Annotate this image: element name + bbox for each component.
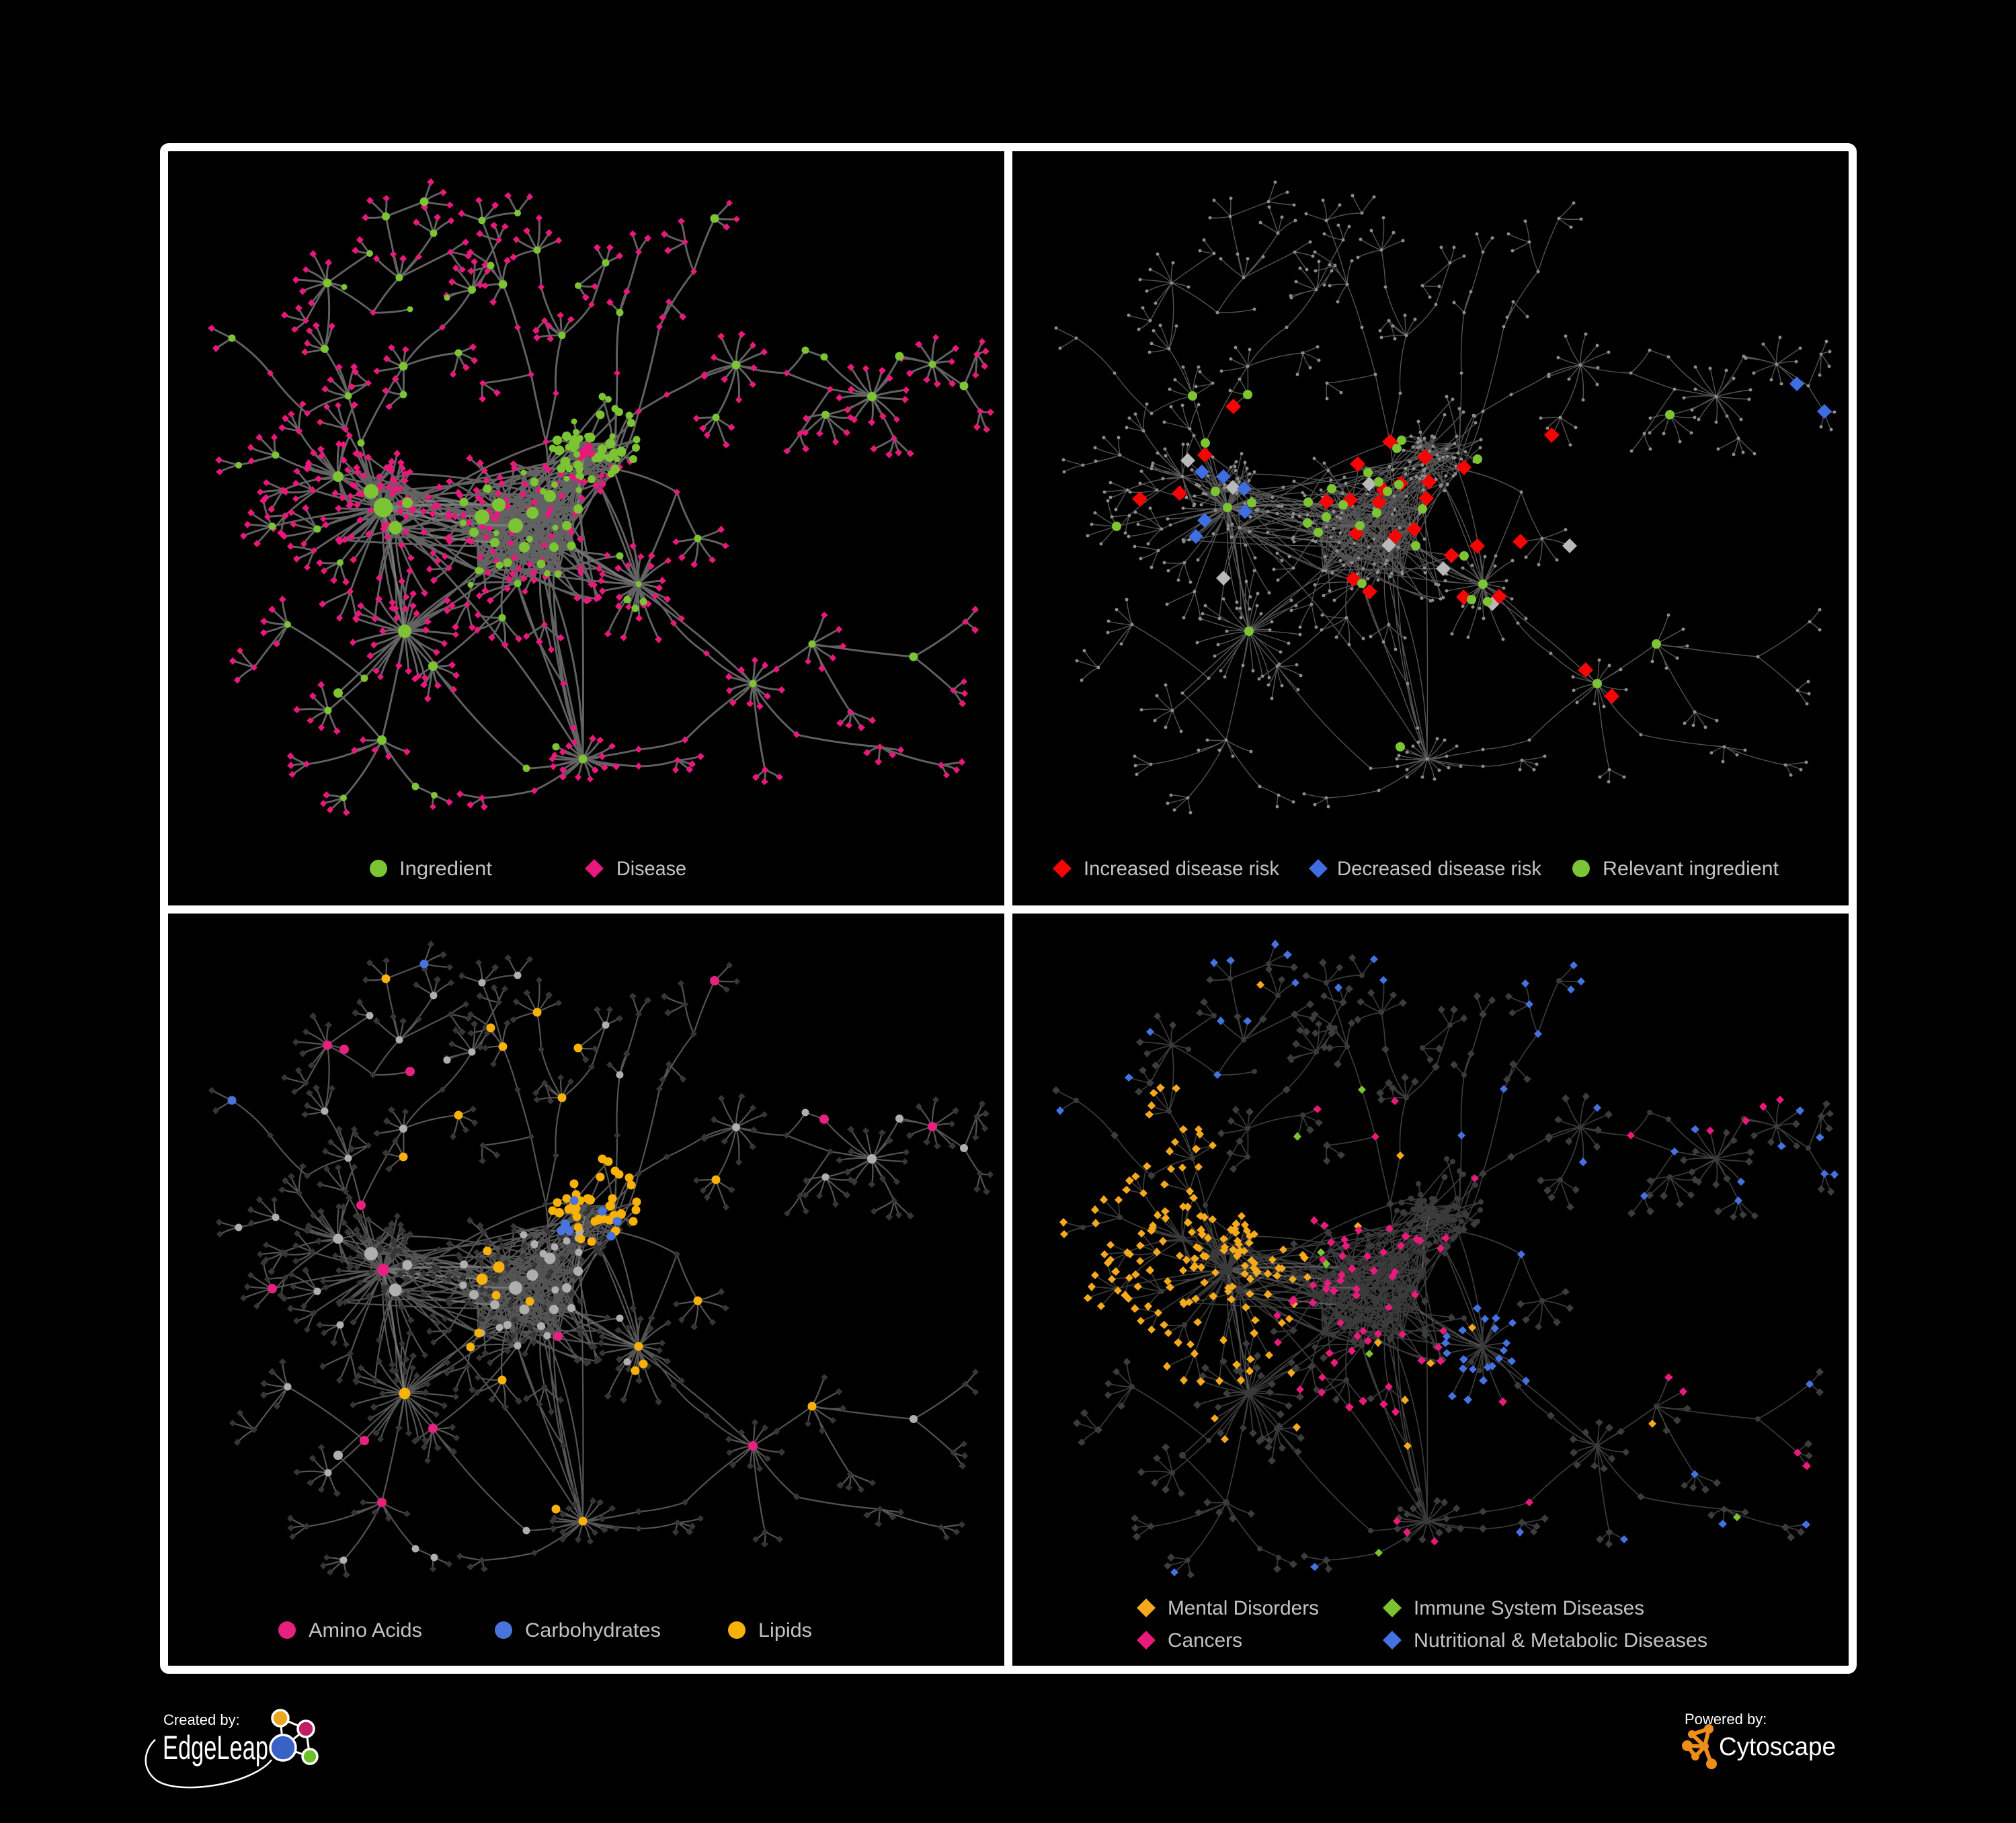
svg-text:Disease: Disease [616, 858, 686, 880]
svg-text:Immune System Diseases: Immune System Diseases [1414, 1597, 1644, 1619]
svg-text:Created by:: Created by: [163, 1711, 240, 1728]
svg-text:Decreased disease risk: Decreased disease risk [1337, 858, 1542, 880]
svg-text:Ingredient: Ingredient [399, 858, 493, 880]
svg-text:Lipids: Lipids [758, 1619, 812, 1642]
svg-text:Nutritional & Metabolic Diseas: Nutritional & Metabolic Diseases [1414, 1629, 1707, 1652]
svg-text:Cytoscape: Cytoscape [1719, 1733, 1836, 1761]
svg-text:Mental Disorders: Mental Disorders [1168, 1597, 1319, 1619]
svg-text:EdgeLeap: EdgeLeap [163, 1729, 268, 1767]
svg-text:Relevant ingredient: Relevant ingredient [1603, 858, 1779, 880]
svg-text:Increased disease risk: Increased disease risk [1084, 858, 1280, 880]
svg-text:Powered by:: Powered by: [1685, 1711, 1767, 1728]
svg-text:Amino Acids: Amino Acids [309, 1619, 422, 1642]
svg-text:Carbohydrates: Carbohydrates [525, 1619, 661, 1642]
svg-text:Cancers: Cancers [1168, 1629, 1242, 1652]
